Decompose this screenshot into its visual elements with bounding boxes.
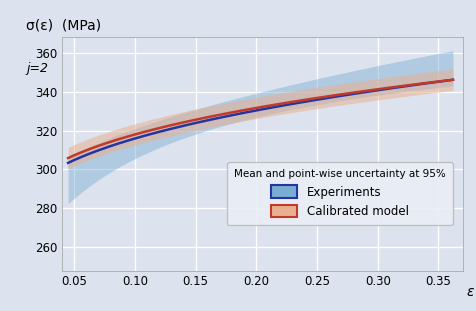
Text: ε: ε [466, 285, 473, 299]
Text: j=2: j=2 [26, 62, 48, 75]
Text: σ(ε)  (MPa): σ(ε) (MPa) [26, 19, 101, 33]
Legend: Experiments, Calibrated model: Experiments, Calibrated model [227, 162, 452, 225]
